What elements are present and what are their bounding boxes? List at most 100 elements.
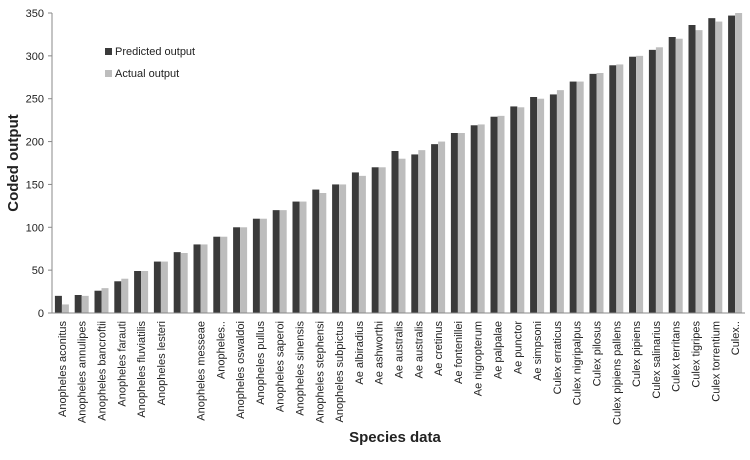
y-tick-label: 350 xyxy=(26,8,44,20)
bar xyxy=(240,227,248,313)
bar xyxy=(391,151,399,313)
x-tick-label: Culex torrentium xyxy=(710,321,722,402)
x-tick-label: Culex pipiens pallens xyxy=(611,321,623,425)
bar xyxy=(431,144,439,313)
y-tick-label: 200 xyxy=(26,137,44,149)
bar xyxy=(477,124,485,313)
y-tick-label: 0 xyxy=(38,308,44,320)
bar xyxy=(358,175,366,313)
bar xyxy=(715,21,723,313)
x-tick-label: Anopheles aconitus xyxy=(57,321,69,418)
bar xyxy=(636,55,644,313)
x-tick-label: Ae australis xyxy=(413,321,425,379)
x-tick-label: Ae nigropterum xyxy=(473,321,485,396)
bar xyxy=(398,158,406,313)
bar xyxy=(549,94,557,313)
x-tick-label: Anopheles lesteri xyxy=(156,321,168,405)
x-tick-label: Anopheles bancroftii xyxy=(97,321,109,421)
bar xyxy=(220,236,228,313)
bar xyxy=(470,125,478,314)
bar xyxy=(378,167,386,313)
bar xyxy=(141,271,149,313)
x-tick-label: Culex tigripes xyxy=(691,321,703,388)
bar xyxy=(233,227,241,313)
bar xyxy=(371,167,379,313)
bar xyxy=(153,261,161,313)
bar xyxy=(609,65,617,314)
bar xyxy=(728,15,736,313)
legend-swatch xyxy=(105,70,112,77)
x-tick-label: Ae albiradius xyxy=(354,321,366,385)
y-tick-label: 250 xyxy=(26,94,44,106)
bar xyxy=(259,218,267,313)
bar xyxy=(272,210,280,313)
bar xyxy=(668,37,676,313)
bar xyxy=(589,73,597,313)
x-tick-label: Anopheles pullus xyxy=(255,321,267,405)
bar xyxy=(213,236,221,313)
bar xyxy=(418,150,426,313)
y-tick-label: 100 xyxy=(26,222,44,234)
y-tick-label: 150 xyxy=(26,179,44,191)
bar xyxy=(299,201,307,313)
x-tick-label: Anopheles saperoi xyxy=(275,321,287,412)
x-tick-label: Anopheles farauti xyxy=(116,321,128,407)
bar xyxy=(81,295,89,313)
bar xyxy=(695,30,703,314)
x-tick-label: Anopheles fluviatilis xyxy=(136,321,148,418)
bar xyxy=(556,90,564,314)
x-tick-label: Culex.. xyxy=(730,321,742,355)
x-tick-label: Anopheles oswaldoi xyxy=(235,321,247,419)
legend-swatch xyxy=(105,48,112,55)
bar xyxy=(537,98,545,313)
x-tick-label: Anopheles messeae xyxy=(196,321,208,421)
x-tick-label: Culex nigripalpus xyxy=(572,321,584,406)
bar xyxy=(735,13,743,313)
x-tick-label: Culex salinarius xyxy=(651,321,663,399)
bar xyxy=(648,49,656,313)
bar xyxy=(160,261,168,313)
bar xyxy=(94,290,102,313)
x-tick-label: Culex territans xyxy=(671,321,683,392)
x-tick-label: Ae cretinus xyxy=(433,321,445,377)
x-tick-label: Anopheles sinensis xyxy=(295,321,307,416)
x-tick-label: Ae ashworthi xyxy=(374,321,386,385)
bar xyxy=(569,81,577,313)
bar xyxy=(173,252,181,313)
bar xyxy=(292,201,300,313)
x-tick-label: Anopheles.. xyxy=(215,321,227,379)
bar xyxy=(411,154,419,313)
bar xyxy=(576,81,584,313)
bar xyxy=(180,253,188,313)
bar xyxy=(616,64,624,313)
bar xyxy=(74,295,82,313)
bar xyxy=(134,271,142,313)
x-tick-label: Culex erraticus xyxy=(552,321,564,395)
x-tick-label: Ae simpsoni xyxy=(532,321,544,381)
bar xyxy=(339,184,347,313)
x-tick-label: Culex pipiens xyxy=(631,321,643,388)
bar xyxy=(708,18,716,314)
x-tick-label: Ae australis xyxy=(394,321,406,379)
bar xyxy=(497,115,505,313)
bar xyxy=(101,288,109,313)
bar xyxy=(54,295,62,313)
bar xyxy=(530,97,538,313)
x-tick-label: Ae punctor xyxy=(512,321,524,375)
bar xyxy=(510,106,518,313)
bar xyxy=(517,107,525,314)
bar xyxy=(457,133,465,313)
bar xyxy=(655,47,663,314)
x-tick-label: Anopheles annulipes xyxy=(77,321,89,424)
x-tick-label: Anopheles stephensi xyxy=(314,321,326,423)
x-axis-title: Species data xyxy=(349,429,441,446)
bar xyxy=(279,210,287,313)
y-tick-label: 50 xyxy=(32,265,44,277)
bar xyxy=(438,141,446,313)
bar xyxy=(200,244,208,313)
bar xyxy=(688,25,696,313)
bar xyxy=(312,189,320,313)
bar xyxy=(490,116,498,313)
bar xyxy=(675,38,683,313)
